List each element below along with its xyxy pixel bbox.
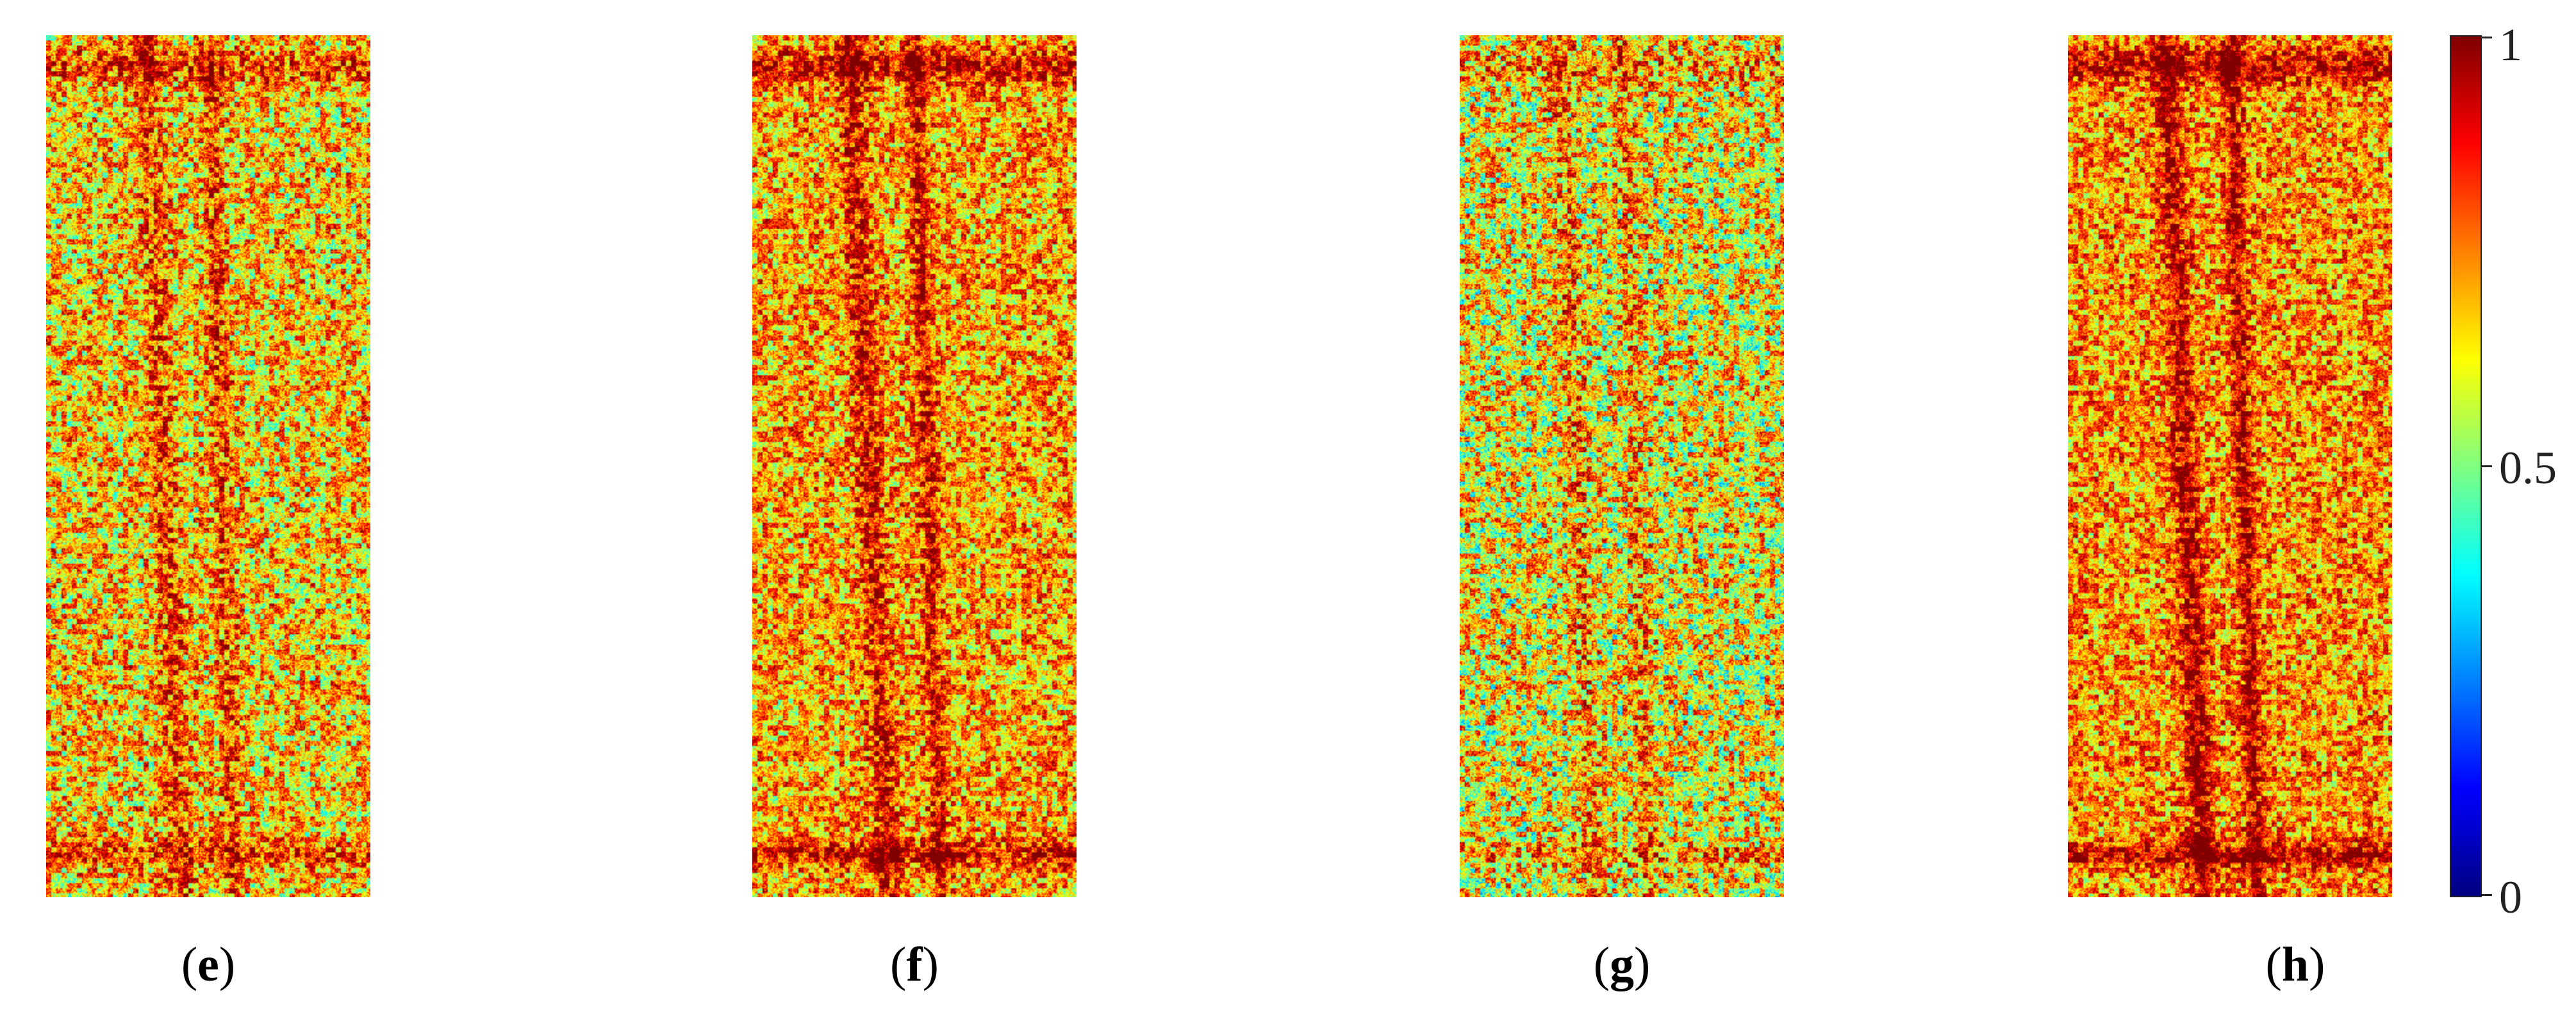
panel-label-f: (f): [890, 938, 939, 991]
heatmap-panel-g: [1460, 35, 1784, 897]
colorbar-label-max: 1: [2499, 19, 2522, 70]
colorbar-tick-min: [2482, 894, 2492, 896]
heatmap-canvas: [752, 35, 1077, 897]
colorbar-label-min: 0: [2499, 872, 2522, 923]
colorbar-label-mid: 0.5: [2499, 442, 2557, 493]
colorbar-tick-mid: [2482, 465, 2492, 467]
colorbar-tick-max: [2482, 37, 2492, 38]
heatmap-canvas: [46, 35, 370, 897]
heatmap-panel-h: [2068, 35, 2392, 897]
panel-label-e: (e): [181, 938, 236, 991]
heatmap-panel-f: [752, 35, 1077, 897]
heatmap-canvas: [2068, 35, 2392, 897]
heatmap-canvas: [1460, 35, 1784, 897]
panel-label-h: (h): [2265, 938, 2325, 991]
panel-label-g: (g): [1593, 938, 1651, 991]
colorbar: [2450, 35, 2482, 897]
heatmap-panel-e: [46, 35, 370, 897]
